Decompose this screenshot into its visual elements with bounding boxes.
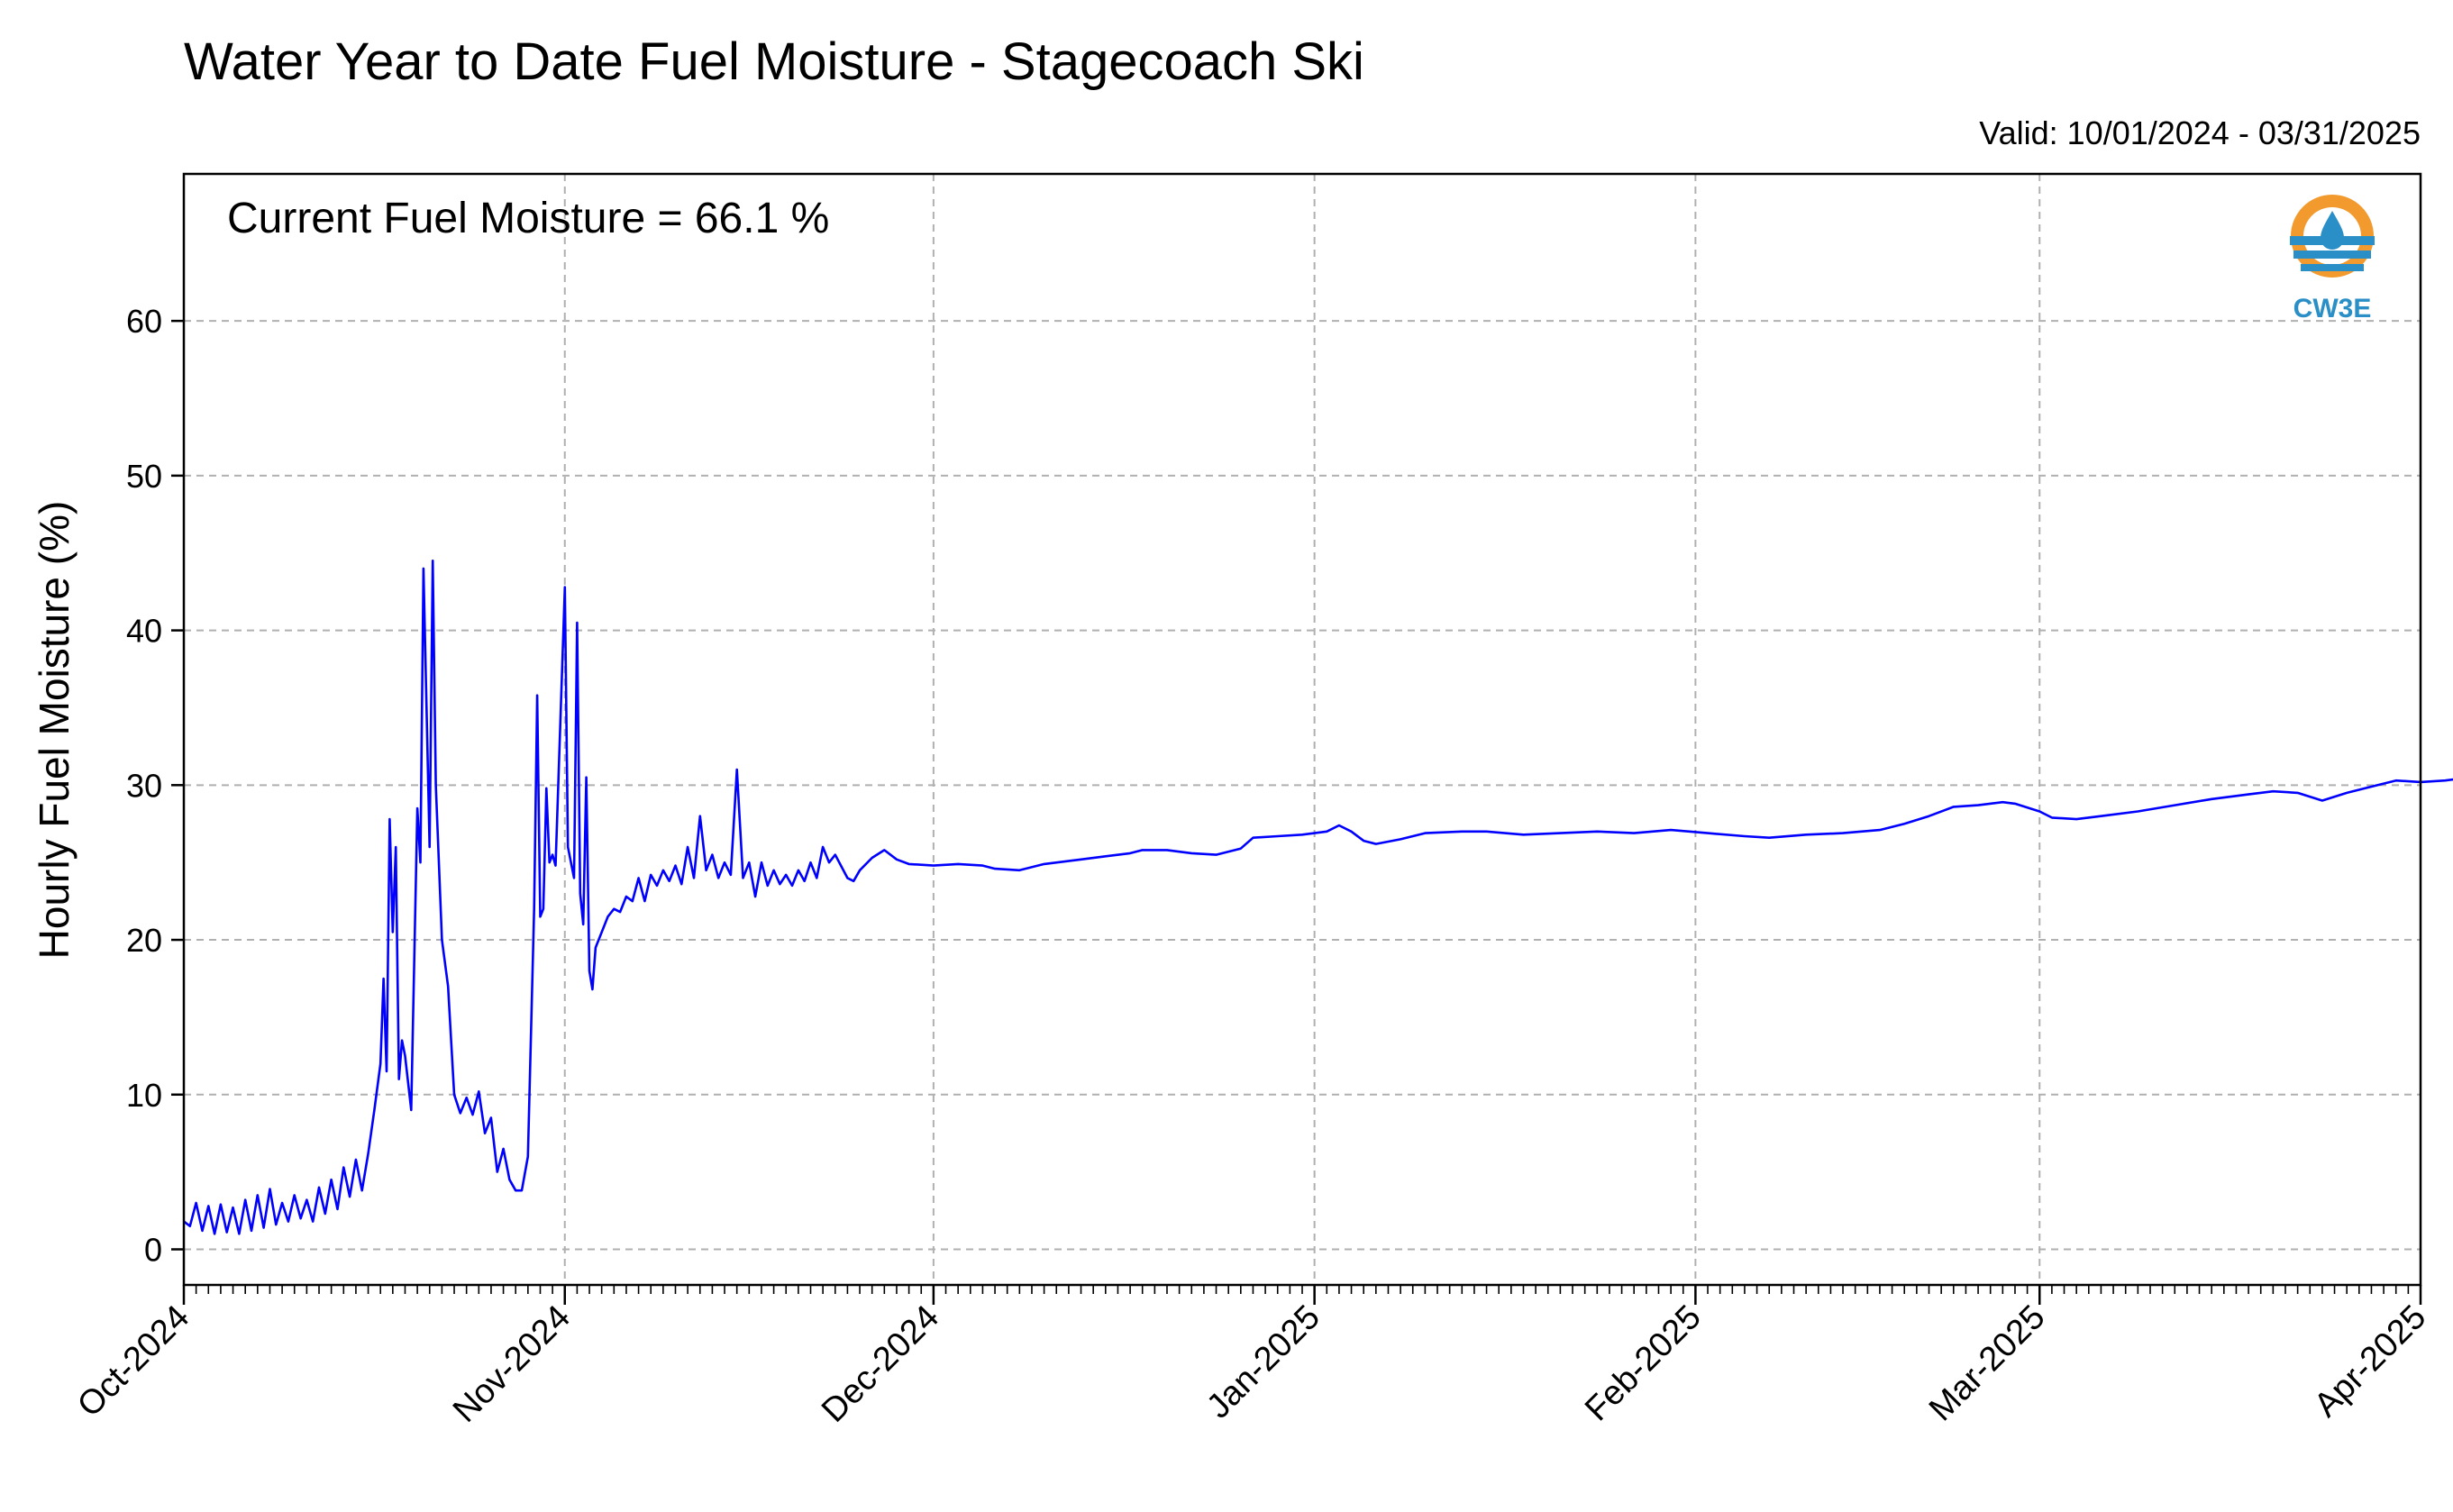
chart-subtitle: Valid: 10/01/2024 - 03/31/2025 bbox=[1979, 114, 2421, 151]
y-axis-label: Hourly Fuel Moisture (%) bbox=[31, 501, 78, 960]
fuel-moisture-line bbox=[183, 559, 2453, 1235]
y-tick-label: 20 bbox=[126, 922, 162, 959]
chart-title: Water Year to Date Fuel Moisture - Stage… bbox=[184, 32, 1364, 91]
current-fuel-moisture-annotation: Current Fuel Moisture = 66.1 % bbox=[227, 195, 829, 242]
x-tick-label: Jan-2025 bbox=[1199, 1298, 1327, 1426]
gridlines bbox=[183, 174, 2421, 1285]
x-axis-minor-ticks bbox=[183, 1285, 2421, 1294]
x-tick-label: Nov-2024 bbox=[446, 1298, 578, 1430]
water-drop-icon bbox=[2321, 211, 2344, 250]
logo-text: CW3E bbox=[2293, 294, 2372, 323]
y-tick-label: 0 bbox=[144, 1232, 162, 1269]
y-tick-label: 50 bbox=[126, 458, 162, 495]
y-tick-label: 10 bbox=[126, 1077, 162, 1114]
y-tick-label: 60 bbox=[126, 303, 162, 340]
x-tick-label: Feb-2025 bbox=[1578, 1298, 1709, 1429]
x-axis-ticks: Oct-2024 Nov-2024 Dec-2024 Jan-2025 Feb-2025… bbox=[70, 1285, 2433, 1430]
x-tick-label: Mar-2025 bbox=[1922, 1298, 2053, 1429]
plot-frame bbox=[182, 172, 2422, 1287]
x-tick-label: Apr-2025 bbox=[2307, 1298, 2433, 1425]
x-tick-label: Oct-2024 bbox=[70, 1298, 196, 1425]
y-tick-label: 30 bbox=[126, 767, 162, 804]
y-axis-ticks: 0 10 20 30 40 50 60 bbox=[126, 303, 184, 1269]
y-tick-label: 40 bbox=[126, 613, 162, 650]
x-tick-label: Dec-2024 bbox=[815, 1298, 946, 1430]
cw3e-logo: CW3E bbox=[2290, 195, 2375, 323]
